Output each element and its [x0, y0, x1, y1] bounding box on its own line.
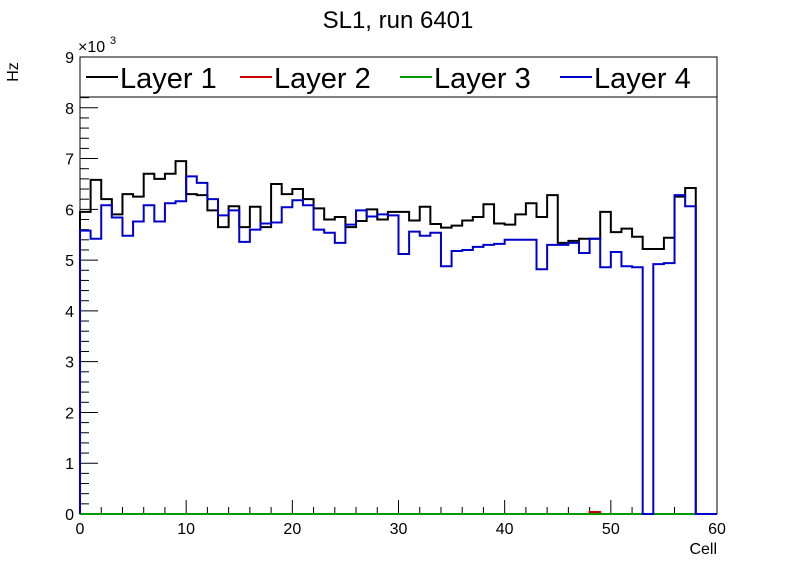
y-tick-label: 9	[65, 50, 74, 67]
series-line-layer-1	[79, 160, 717, 515]
legend-label-layer-3: Layer 3	[434, 63, 531, 95]
x-tick-label: 10	[177, 521, 195, 538]
y-tick-label: 0	[65, 507, 74, 524]
y-tick-label: 7	[65, 152, 74, 169]
legend-box	[79, 56, 718, 98]
y-tick-label: 3	[65, 355, 74, 372]
y-axis-title: Hz	[5, 62, 22, 82]
x-tick-label: 30	[390, 521, 408, 538]
y-tick-label: 6	[65, 202, 74, 219]
x-tick-label: 50	[602, 521, 620, 538]
x-tick-label: 60	[708, 521, 726, 538]
x-tick-label: 0	[76, 521, 85, 538]
y-multiplier-exponent: 3	[110, 35, 116, 47]
y-tick-label: 1	[65, 456, 74, 473]
y-tick-label: 4	[65, 304, 74, 321]
legend-label-layer-2: Layer 2	[274, 63, 371, 95]
legend-label-layer-4: Layer 4	[594, 63, 691, 95]
x-axis-title: Cell	[689, 541, 717, 558]
legend: Layer 1 Layer 2 Layer 3 Layer 4	[79, 56, 718, 98]
x-axis: 0 10 20 30 40 50 60	[76, 500, 726, 538]
x-tick-label: 40	[496, 521, 514, 538]
y-axis: 0 1 2 3 4 5 6 7 8 9	[65, 50, 98, 524]
x-tick-label: 20	[283, 521, 301, 538]
y-tick-label: 8	[65, 101, 74, 118]
y-tick-label: 5	[65, 253, 74, 270]
y-multiplier: ×10	[78, 39, 105, 56]
series-line-layer-4	[79, 175, 717, 515]
plot-frame	[79, 56, 718, 515]
y-tick-label: 2	[65, 405, 74, 422]
series-layer	[79, 160, 717, 515]
legend-label-layer-1: Layer 1	[120, 63, 217, 95]
chart-title: SL1, run 6401	[323, 7, 474, 34]
